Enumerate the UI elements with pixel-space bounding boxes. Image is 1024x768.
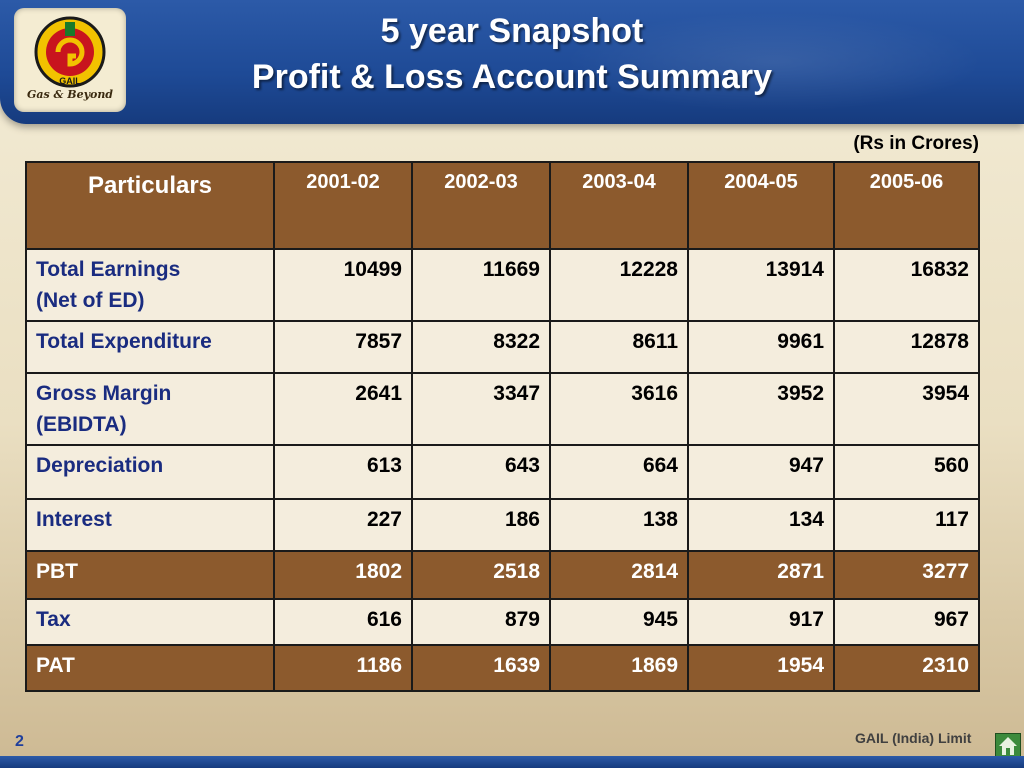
cell-value: 1186 (273, 644, 413, 692)
gail-logo: GAIL Gas & Beyond (14, 8, 126, 112)
header-year: 2005-06 (833, 161, 980, 250)
cell-value: 12878 (833, 320, 980, 374)
table-row: PAT 1186 1639 1869 1954 2310 (25, 644, 980, 692)
table-row: Tax 616 879 945 917 967 (25, 598, 980, 646)
cell-value: 2871 (687, 550, 835, 600)
cell-value: 2310 (833, 644, 980, 692)
logo-tagline: Gas & Beyond (26, 88, 114, 101)
cell-value: 2814 (549, 550, 689, 600)
cell-value: 3616 (549, 372, 689, 446)
cell-value: 3952 (687, 372, 835, 446)
cell-value: 967 (833, 598, 980, 646)
header-year: 2001-02 (273, 161, 413, 250)
cell-value: 3277 (833, 550, 980, 600)
logo-text: GAIL (59, 76, 81, 86)
home-icon[interactable] (995, 733, 1021, 759)
cell-value: 613 (273, 444, 413, 500)
cell-value: 8322 (411, 320, 551, 374)
cell-value: 1869 (549, 644, 689, 692)
gail-logo-icon: GAIL (34, 16, 106, 88)
cell-value: 16832 (833, 248, 980, 322)
cell-value: 560 (833, 444, 980, 500)
cell-value: 227 (273, 498, 413, 552)
cell-value: 9961 (687, 320, 835, 374)
table-row: PBT 1802 2518 2814 2871 3277 (25, 550, 980, 600)
cell-value: 1802 (273, 550, 413, 600)
header-year: 2003-04 (549, 161, 689, 250)
header-year: 2004-05 (687, 161, 835, 250)
row-label: Total Expenditure (25, 320, 275, 374)
row-label: PAT (25, 644, 275, 692)
cell-value: 13914 (687, 248, 835, 322)
slide-header: GAIL Gas & Beyond 5 year Snapshot Profit… (0, 0, 1024, 124)
cell-value: 616 (273, 598, 413, 646)
footer-bar (0, 756, 1024, 768)
slide-title: 5 year Snapshot Profit & Loss Account Su… (150, 8, 874, 100)
cell-value: 1954 (687, 644, 835, 692)
slide-footer: 2 GAIL (India) Limit (0, 725, 1024, 768)
home-icon-glyph (999, 737, 1017, 755)
cell-value: 1639 (411, 644, 551, 692)
row-label: PBT (25, 550, 275, 600)
cell-value: 664 (549, 444, 689, 500)
cell-value: 643 (411, 444, 551, 500)
cell-value: 8611 (549, 320, 689, 374)
cell-value: 134 (687, 498, 835, 552)
cell-value: 917 (687, 598, 835, 646)
cell-value: 3954 (833, 372, 980, 446)
cell-value: 945 (549, 598, 689, 646)
cell-value: 12228 (549, 248, 689, 322)
cell-value: 7857 (273, 320, 413, 374)
header-watermark (564, 12, 984, 112)
header-particulars: Particulars (25, 161, 275, 250)
cell-value: 138 (549, 498, 689, 552)
cell-value: 117 (833, 498, 980, 552)
table-row: Total Expenditure 7857 8322 8611 9961 12… (25, 320, 980, 374)
cell-value: 2518 (411, 550, 551, 600)
row-label: Total Earnings (Net of ED) (25, 248, 275, 322)
table-row: Depreciation 613 643 664 947 560 (25, 444, 980, 500)
row-label: Interest (25, 498, 275, 552)
pl-summary-table: Particulars 2001-02 2002-03 2003-04 2004… (25, 161, 980, 692)
table-row: Total Earnings (Net of ED) 10499 11669 12… (25, 248, 980, 322)
cell-value: 3347 (411, 372, 551, 446)
header-year: 2002-03 (411, 161, 551, 250)
cell-value: 947 (687, 444, 835, 500)
page-number: 2 (15, 733, 24, 750)
row-label: Gross Margin (EBIDTA) (25, 372, 275, 446)
cell-value: 879 (411, 598, 551, 646)
company-name: GAIL (India) Limit (855, 730, 972, 746)
row-label: Depreciation (25, 444, 275, 500)
title-line-2: Profit & Loss Account Summary (251, 58, 773, 96)
cell-value: 10499 (273, 248, 413, 322)
table-row: Interest 227 186 138 134 117 (25, 498, 980, 552)
row-label: Tax (25, 598, 275, 646)
cell-value: 2641 (273, 372, 413, 446)
table-header-row: Particulars 2001-02 2002-03 2003-04 2004… (25, 161, 980, 250)
title-line-1: 5 year Snapshot (380, 12, 644, 50)
cell-value: 186 (411, 498, 551, 552)
table-row: Gross Margin (EBIDTA) 2641 3347 3616 3952… (25, 372, 980, 446)
units-label: (Rs in Crores) (853, 133, 979, 154)
cell-value: 11669 (411, 248, 551, 322)
